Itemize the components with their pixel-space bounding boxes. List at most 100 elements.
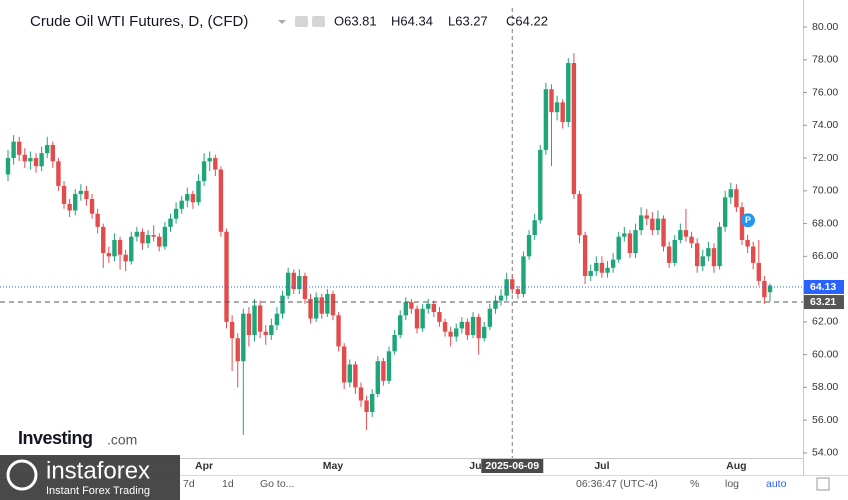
candle-body — [398, 315, 403, 335]
price-label-bg — [804, 295, 844, 310]
candle-body — [582, 235, 588, 277]
candle-body — [358, 387, 364, 401]
candle-body — [22, 154, 28, 162]
range-1d[interactable]: 1d — [222, 478, 234, 490]
y-tick-label: 74.00 — [812, 119, 838, 131]
high-value: H64.34 — [391, 13, 433, 28]
candle-body — [504, 279, 509, 296]
candle-body — [145, 235, 151, 244]
candle-body — [45, 144, 50, 154]
candle-body — [179, 200, 184, 209]
candle-body — [616, 236, 621, 260]
y-tick-label: 68.00 — [812, 217, 838, 229]
candle-body — [341, 346, 347, 383]
event-label: P — [745, 215, 751, 225]
low-value: L63.27 — [448, 13, 488, 28]
percent-toggle[interactable]: % — [690, 478, 699, 490]
candle-body — [498, 295, 504, 301]
candle-body — [627, 233, 633, 254]
candle-body — [750, 246, 756, 263]
candle-body — [274, 313, 280, 326]
candle-body — [67, 203, 72, 211]
y-tick-label: 54.00 — [812, 447, 838, 459]
x-tick-label: Jul — [594, 460, 609, 472]
plot: 54.0056.0058.0060.0062.0064.0066.0068.00… — [0, 8, 844, 473]
range-7d[interactable]: 7d — [183, 478, 195, 490]
candle-body — [381, 361, 386, 381]
candle-body — [50, 144, 56, 162]
chart-title: Crude Oil WTI Futures, D, (CFD) — [30, 13, 248, 30]
candle-body — [437, 312, 442, 322]
candle-body — [538, 149, 543, 221]
auto-toggle[interactable]: auto — [766, 478, 787, 490]
open-value: O63.81 — [334, 13, 377, 28]
candle-body — [302, 276, 308, 299]
y-tick-label: 56.00 — [812, 414, 838, 426]
candle-body — [168, 218, 173, 227]
candle-body — [426, 303, 431, 309]
investing-suffix: .com — [107, 432, 137, 448]
candle-body — [510, 279, 515, 290]
eye-icon — [295, 16, 308, 27]
candle-body — [129, 236, 134, 262]
x-tick-label: Apr — [195, 460, 213, 472]
candle-body — [280, 295, 285, 314]
candle-body — [95, 213, 100, 227]
candle-body — [487, 308, 493, 327]
candle-body — [257, 305, 263, 332]
candle-body — [84, 190, 89, 200]
candle-body — [33, 158, 39, 167]
candle-body — [213, 158, 218, 170]
candle-body — [353, 364, 358, 388]
candle-body — [78, 190, 84, 195]
y-tick-label: 58.00 — [812, 381, 838, 393]
settings-button[interactable] — [816, 477, 830, 491]
candle-body — [543, 89, 549, 150]
candle-body — [448, 331, 453, 337]
candle-body — [409, 302, 414, 309]
candle-body — [706, 248, 711, 257]
price-label: 63.21 — [810, 296, 836, 308]
candle-body — [285, 272, 291, 296]
candle-body — [313, 297, 319, 319]
candle-body — [224, 231, 229, 322]
candle-body — [571, 63, 577, 195]
candle-body — [689, 236, 694, 244]
candle-body — [465, 321, 470, 335]
candle-body — [734, 189, 739, 208]
candle-body — [414, 308, 420, 329]
candle-body — [594, 262, 599, 272]
candle-body — [369, 393, 375, 412]
candle-body — [196, 180, 201, 203]
y-tick-label: 76.00 — [812, 86, 838, 98]
candle-body — [61, 185, 67, 204]
candle-body — [134, 231, 140, 237]
candle-body — [482, 326, 487, 339]
candle-body — [610, 259, 616, 268]
candle-body — [605, 267, 610, 273]
go-to[interactable]: Go to... — [260, 478, 294, 490]
crosshair-date: 2025-06-09 — [485, 460, 539, 472]
candle-body — [599, 262, 605, 273]
candle-body — [347, 364, 352, 383]
candle-body — [694, 243, 700, 267]
candle-body — [532, 220, 537, 236]
candle-body — [454, 328, 459, 337]
candle-body — [476, 316, 481, 339]
candle-body — [28, 158, 33, 162]
candle-body — [644, 215, 649, 219]
candle-body — [157, 236, 162, 247]
y-tick-label: 72.00 — [812, 152, 838, 164]
price-label: 64.13 — [810, 281, 836, 293]
candle-body — [73, 194, 78, 211]
candle-body — [470, 316, 476, 335]
log-toggle[interactable]: log — [725, 478, 739, 490]
settings-icon — [312, 16, 325, 27]
event-marker — [740, 213, 755, 228]
candle-body — [633, 230, 638, 254]
instaforex-tagline: Instant Forex Trading — [46, 485, 150, 497]
candle-body — [106, 253, 112, 257]
candle-body — [403, 302, 409, 316]
candle-body — [5, 158, 11, 175]
